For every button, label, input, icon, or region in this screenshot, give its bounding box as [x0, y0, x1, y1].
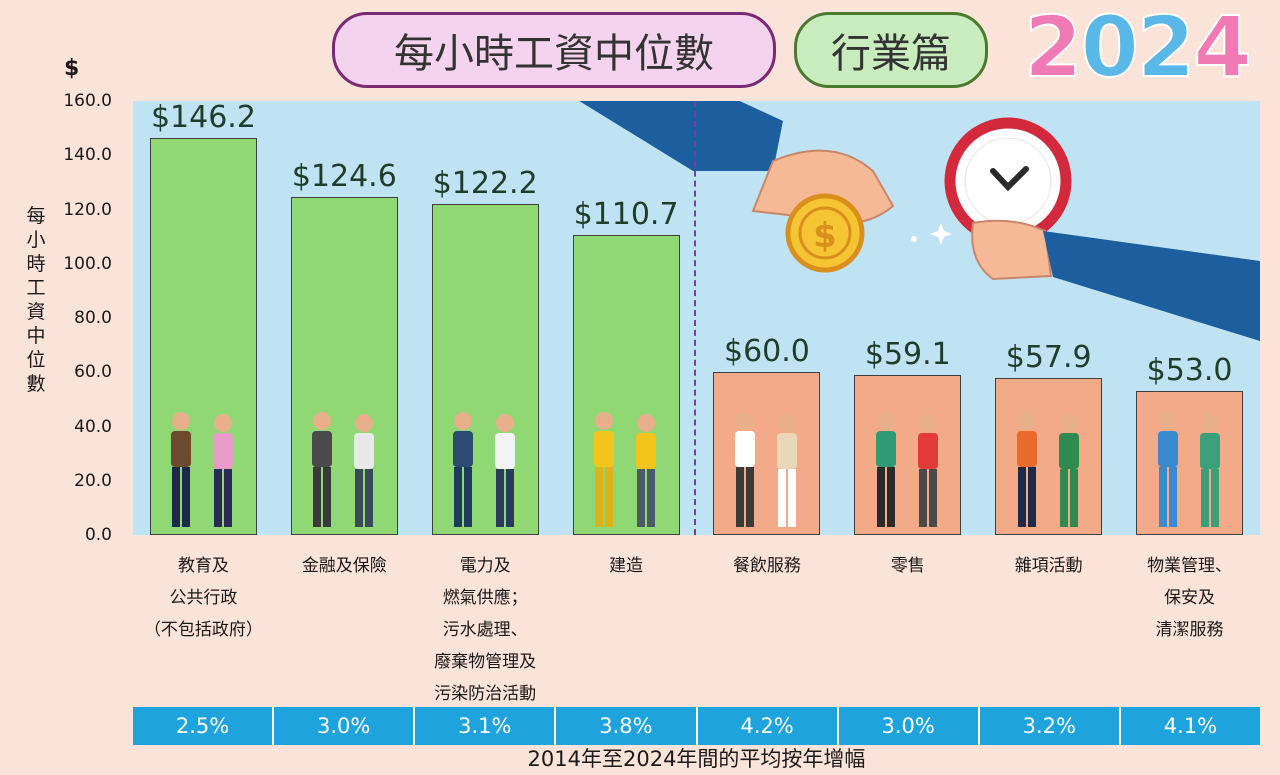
growth-cell: 3.8%	[556, 707, 698, 745]
workers-illustration	[1157, 412, 1220, 527]
bar-value-label: $122.2	[432, 165, 538, 201]
workers-illustration	[594, 412, 657, 527]
workers-illustration	[171, 412, 234, 527]
y-axis-title: 每小時工資中位數	[26, 205, 46, 395]
group-divider	[694, 101, 696, 535]
category-label: 餐飲服務	[732, 556, 801, 576]
bar-value-label: $110.7	[573, 196, 679, 232]
y-tick-label: 160.0	[63, 91, 112, 111]
y-tick-label: 60.0	[74, 362, 112, 383]
category-label: 零售	[890, 556, 925, 576]
workers-illustration	[875, 412, 938, 527]
bar-value-label: $60.0	[723, 334, 810, 370]
y-tick-label: 140.0	[63, 145, 112, 166]
growth-cell: 3.0%	[274, 707, 416, 745]
y-tick-label: 120.0	[63, 199, 112, 220]
category-label: 電力及 燃氣供應； 污水處理、 廢棄物管理及 污染防治活動	[434, 556, 537, 704]
bar	[995, 377, 1103, 535]
y-tick-label: 20.0	[74, 470, 112, 491]
bar	[1136, 391, 1244, 535]
y-tick-label: 40.0	[74, 416, 112, 437]
category-label: 金融及保險	[301, 556, 387, 576]
bar	[854, 374, 962, 535]
growth-cell: 3.0%	[838, 707, 980, 745]
category-label: 教育及 公共行政 （不包括政府）	[143, 556, 263, 640]
growth-cell: 2.5%	[133, 707, 275, 745]
bar	[572, 234, 680, 535]
y-axis-unit: $	[64, 56, 80, 81]
growth-row: 2.5% 3.0% 3.1% 3.8% 4.2% 3.0% 3.2% 4.1%	[133, 707, 1260, 745]
growth-caption: 2014年至2024年間的平均按年增幅	[527, 747, 866, 771]
year-badge: 2024	[1023, 0, 1253, 97]
category-label: 物業管理、 保安及 清潔服務	[1147, 556, 1233, 640]
hands-coin-clock-illustration: $	[579, 101, 1260, 341]
bar	[713, 372, 821, 535]
category-label: 建造	[609, 556, 644, 576]
workers-illustration	[312, 412, 375, 527]
growth-cell: 4.1%	[1120, 707, 1260, 745]
workers-illustration	[453, 412, 516, 527]
category-label: 雜項活動	[1014, 556, 1083, 576]
workers-illustration	[1016, 412, 1079, 527]
bar-value-label: $146.2	[150, 100, 256, 136]
y-tick-label: 0.0	[84, 525, 112, 545]
growth-cell: 3.2%	[979, 707, 1121, 745]
bar-value-label: $59.1	[864, 336, 951, 372]
chart-subtitle: 行業篇	[794, 12, 988, 88]
chart-title: 每小時工資中位數	[332, 12, 776, 88]
growth-cell: 3.1%	[415, 707, 557, 745]
year-digit: 0	[1079, 0, 1139, 97]
year-digit: 2	[1136, 0, 1196, 97]
workers-illustration	[734, 412, 797, 527]
year-digit: 4	[1192, 0, 1252, 97]
year-digit: 2	[1023, 0, 1083, 97]
y-tick-label: 80.0	[74, 308, 112, 328]
bar	[431, 203, 539, 535]
bar	[290, 197, 398, 535]
svg-text:$: $	[813, 216, 837, 256]
bar	[149, 138, 257, 535]
bar-value-label: $53.0	[1146, 353, 1233, 389]
bar-value-label: $124.6	[291, 159, 397, 195]
growth-cell: 4.2%	[697, 707, 839, 745]
bar-value-label: $57.9	[1005, 339, 1092, 375]
y-tick-label: 100.0	[63, 253, 112, 274]
